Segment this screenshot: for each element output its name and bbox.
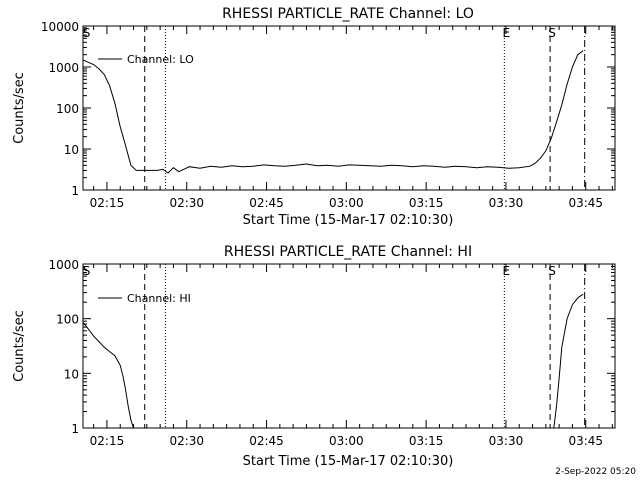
x-tick-label-lo: 03:30 [489,196,524,210]
legend-lo: Channel: LO [98,53,194,66]
event-marker-label: S [548,26,556,40]
plot-frame-hi [82,263,616,429]
event-marker-label: S [548,264,556,278]
date-stamp: 2-Sep-2022 05:20 [555,467,636,477]
ticks-lo: 1 10 100 1000 10000 02:15 02:30 02:45 03:00 03:15… [41,20,615,210]
ticks-hi: 1 10 100 1000 02:15 02:30 02:45 03:00 03:15 03:30… [48,258,615,448]
x-axis-label-lo: Start Time (15-Mar-17 02:10:30) [243,213,454,228]
y-tick-label-lo: 1 [71,184,79,198]
legend-hi: Channel: HI [98,292,191,305]
event-marker-label: E [503,264,511,278]
series-hi [82,293,584,429]
x-tick-label-lo: 03:15 [409,196,444,210]
x-tick-label-hi: 03:45 [568,434,603,448]
y-tick-label-lo: 100 [56,102,79,116]
y-axis-label-lo: Counts/sec [12,72,27,144]
x-axis-label-hi: Start Time (15-Mar-17 02:10:30) [243,454,454,469]
y-tick-label-lo: 10 [64,143,79,157]
x-tick-label-hi: 02:15 [90,434,125,448]
x-tick-label-lo: 02:30 [169,196,204,210]
series-line-hi [82,293,584,429]
x-tick-label-hi: 02:30 [169,434,204,448]
event-marker-label: S [83,26,91,40]
event-marker-label: E [503,26,511,40]
panel-lo: RHESSI PARTICLE_RATE Channel: LO 1101001… [12,6,616,228]
chart-title-lo: RHESSI PARTICLE_RATE Channel: LO [222,6,474,22]
x-tick-label-hi: 02:45 [249,434,284,448]
x-tick-label-hi: 03:15 [409,434,444,448]
panel-hi: RHESSI PARTICLE_RATE Channel: HI 1101001… [12,244,616,469]
y-tick-label-lo: 10000 [41,20,79,34]
legend-label-lo: Channel: LO [127,53,194,66]
y-tick-label-hi: 100 [56,313,79,327]
x-tick-label-lo: 03:00 [329,196,364,210]
event-marker-label: S [83,264,91,278]
y-tick-label-hi: 1000 [48,258,79,272]
x-tick-label-lo: 02:15 [90,196,125,210]
y-axis-label-hi: Counts/sec [12,310,27,382]
series-lo [82,50,584,174]
y-tick-label-hi: 1 [71,422,79,436]
series-line-lo [82,50,584,174]
x-tick-label-lo: 02:45 [249,196,284,210]
y-tick-label-lo: 1000 [48,61,79,75]
x-tick-label-hi: 03:00 [329,434,364,448]
x-tick-label-lo: 03:45 [568,196,603,210]
legend-label-hi: Channel: HI [127,292,191,305]
x-tick-label-hi: 03:30 [489,434,524,448]
y-tick-label-hi: 10 [64,367,79,381]
chart-title-hi: RHESSI PARTICLE_RATE Channel: HI [224,244,472,260]
